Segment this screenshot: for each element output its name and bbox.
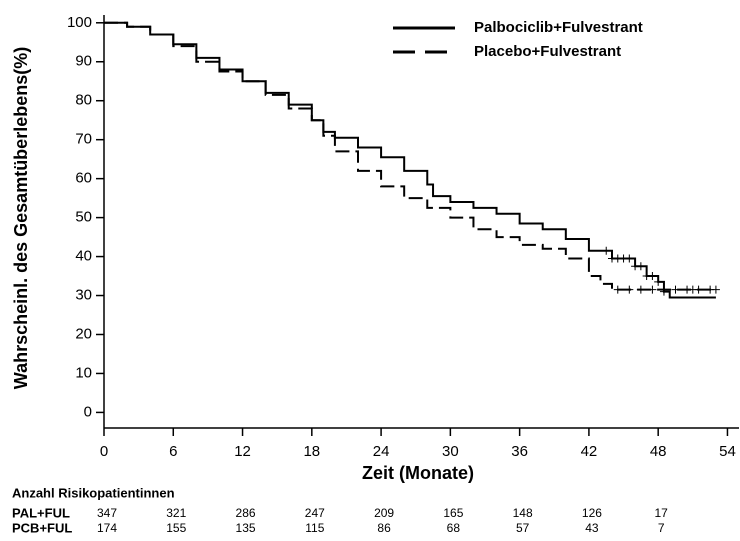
risk-count: 68: [447, 521, 461, 535]
y-tick-label: 0: [84, 403, 92, 420]
risk-table-title: Anzahl Risikopatientinnen: [12, 485, 175, 500]
x-tick-label: 42: [581, 443, 598, 460]
censor-mark: [659, 285, 668, 294]
risk-count: 174: [97, 521, 117, 535]
censor-mark: [625, 254, 634, 263]
x-tick-label: 24: [373, 443, 390, 460]
risk-count: 247: [305, 506, 325, 520]
x-tick-label: 12: [234, 443, 251, 460]
y-tick-label: 80: [75, 92, 92, 109]
risk-count: 148: [513, 506, 533, 520]
risk-count: 86: [377, 521, 391, 535]
risk-count: 126: [582, 506, 602, 520]
risk-row-label: PAL+FUL: [12, 505, 70, 520]
risk-count: 209: [374, 506, 394, 520]
risk-count: 286: [236, 506, 256, 520]
y-tick-label: 90: [75, 53, 92, 70]
x-axis-label: Zeit (Monate): [362, 463, 474, 483]
survival-curve: [104, 21, 716, 291]
risk-count: 155: [166, 521, 186, 535]
survival-curve: [104, 21, 716, 299]
y-tick-label: 100: [67, 14, 92, 31]
censor-mark: [636, 285, 645, 294]
risk-count: 347: [97, 506, 117, 520]
x-tick-label: 18: [303, 443, 320, 460]
x-tick-label: 36: [511, 443, 528, 460]
censor-mark: [694, 285, 703, 294]
x-tick-label: 54: [719, 443, 736, 460]
legend-label: Palbociclib+Fulvestrant: [474, 19, 643, 36]
x-tick-label: 30: [442, 443, 459, 460]
x-tick-label: 48: [650, 443, 667, 460]
censor-mark: [711, 285, 720, 294]
y-tick-label: 10: [75, 364, 92, 381]
censor-mark: [648, 272, 657, 281]
censor-mark: [671, 285, 680, 294]
risk-count: 321: [166, 506, 186, 520]
risk-count: 57: [516, 521, 530, 535]
censor-mark: [625, 285, 634, 294]
censor-mark: [636, 262, 645, 271]
y-axis-label: Wahrscheinl. des Gesamtüberlebens(%): [11, 47, 31, 389]
risk-row-label: PCB+FUL: [12, 520, 72, 535]
x-tick-label: 0: [100, 443, 108, 460]
risk-count: 135: [236, 521, 256, 535]
risk-count: 7: [658, 521, 665, 535]
legend-label: Placebo+Fulvestrant: [474, 43, 621, 60]
risk-count: 17: [655, 506, 669, 520]
y-tick-label: 70: [75, 131, 92, 148]
risk-count: 165: [443, 506, 463, 520]
censor-mark: [602, 246, 611, 255]
risk-count: 43: [585, 521, 599, 535]
x-tick-label: 6: [169, 443, 177, 460]
y-tick-label: 30: [75, 286, 92, 303]
y-tick-label: 50: [75, 209, 92, 226]
censor-mark: [613, 285, 622, 294]
y-tick-label: 40: [75, 248, 92, 265]
y-tick-label: 20: [75, 325, 92, 342]
y-tick-label: 60: [75, 170, 92, 187]
censor-mark: [654, 277, 663, 286]
risk-count: 115: [305, 521, 324, 535]
censor-mark: [648, 285, 657, 294]
